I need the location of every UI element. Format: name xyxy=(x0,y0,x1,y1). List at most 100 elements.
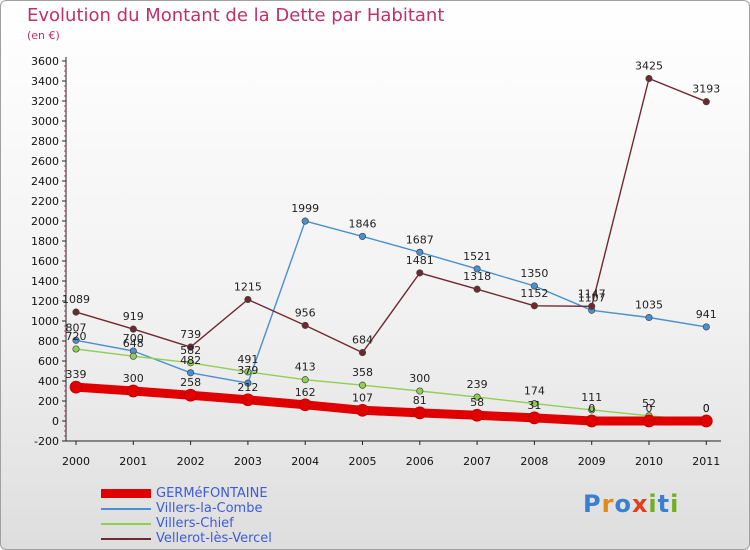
data-point xyxy=(585,414,599,428)
data-label: 1089 xyxy=(62,293,90,306)
x-tick-label: 2011 xyxy=(692,455,720,468)
data-label: 239 xyxy=(467,378,488,391)
legend-label: Villers-Chief xyxy=(156,516,234,531)
data-point xyxy=(187,359,195,367)
data-point xyxy=(129,352,137,360)
y-tick-label: 3200 xyxy=(31,95,59,108)
data-point xyxy=(187,343,195,351)
data-label: 956 xyxy=(295,306,316,319)
data-label: 1846 xyxy=(349,217,377,230)
data-label: 1999 xyxy=(291,202,319,215)
data-point xyxy=(470,408,484,422)
series-line xyxy=(75,220,707,384)
data-label: 1152 xyxy=(520,287,548,300)
data-point xyxy=(356,403,369,417)
data-point xyxy=(358,381,367,389)
data-label: 300 xyxy=(409,372,430,385)
chart-legend: GERMéFONTAINE Villers-la-Combe Villers-Chi… xyxy=(101,486,272,546)
data-point xyxy=(126,384,140,398)
data-label: 0 xyxy=(646,402,653,415)
data-point xyxy=(413,406,427,420)
data-point xyxy=(588,406,596,414)
data-label: 700 xyxy=(123,332,144,345)
data-point xyxy=(69,380,83,394)
legend-label: Vellerot-lès-Vercel xyxy=(156,531,272,546)
y-tick-label: 400 xyxy=(38,375,59,388)
data-point xyxy=(301,217,309,225)
data-point xyxy=(358,349,367,357)
data-label: 258 xyxy=(180,376,201,389)
legend-label: GERMéFONTAINE xyxy=(156,486,268,501)
y-tick-label: 2800 xyxy=(31,135,59,148)
data-point xyxy=(699,414,713,428)
chart-title: Evolution du Montant de la Dette par Hab… xyxy=(27,5,445,26)
series-line xyxy=(71,382,711,426)
data-label: 300 xyxy=(123,372,144,385)
data-label: 1350 xyxy=(520,267,548,280)
y-tick-label: 1800 xyxy=(31,235,59,248)
data-point xyxy=(301,321,309,329)
legend-swatch xyxy=(101,489,151,498)
data-label: 413 xyxy=(295,361,316,374)
legend-item: Villers-Chief xyxy=(101,516,272,531)
y-tick-label: 3400 xyxy=(31,75,59,88)
data-point xyxy=(530,282,538,290)
data-label: 648 xyxy=(123,337,144,350)
data-point xyxy=(184,388,197,402)
data-point xyxy=(528,411,541,425)
legend-swatch xyxy=(101,507,151,510)
data-label: 919 xyxy=(123,310,144,323)
x-tick-label: 2005 xyxy=(349,455,377,468)
data-label: 379 xyxy=(237,364,258,377)
data-point xyxy=(129,325,137,333)
data-point xyxy=(645,74,653,83)
x-tick-label: 2009 xyxy=(578,455,606,468)
data-point xyxy=(72,345,80,353)
y-tick-label: 1600 xyxy=(31,255,59,268)
data-label: 174 xyxy=(524,385,545,398)
data-point xyxy=(530,302,538,310)
data-label: 1521 xyxy=(463,250,491,263)
data-point xyxy=(72,336,80,344)
data-point xyxy=(72,308,80,316)
data-label: 941 xyxy=(696,308,717,321)
legend-item: GERMéFONTAINE xyxy=(101,486,272,501)
y-tick-label: 2400 xyxy=(31,175,59,188)
data-label: 482 xyxy=(180,354,201,367)
legend-item: Vellerot-lès-Vercel xyxy=(101,531,272,546)
data-label: 0 xyxy=(703,402,710,415)
data-label: 81 xyxy=(413,394,427,407)
y-tick-label: 2000 xyxy=(31,215,59,228)
x-tick-label: 2004 xyxy=(291,455,319,468)
data-label: 358 xyxy=(352,366,373,379)
y-tick-label: 200 xyxy=(38,395,59,408)
data-label: 1035 xyxy=(635,299,663,312)
data-label: 1687 xyxy=(406,233,434,246)
data-point xyxy=(645,313,653,322)
data-point xyxy=(241,393,255,407)
data-point xyxy=(298,398,312,412)
data-point xyxy=(244,379,252,387)
data-point xyxy=(702,323,710,331)
data-point xyxy=(530,400,538,408)
data-label: 0 xyxy=(588,402,595,415)
data-label: 1215 xyxy=(234,281,262,294)
legend-label: Villers-la-Combe xyxy=(156,501,263,516)
y-tick-label: 1200 xyxy=(31,295,59,308)
x-tick-label: 2007 xyxy=(463,455,491,468)
data-point xyxy=(473,285,481,293)
data-label: 162 xyxy=(295,386,316,399)
x-tick-label: 2008 xyxy=(520,455,548,468)
data-point xyxy=(642,414,656,428)
legend-item: Villers-la-Combe xyxy=(101,501,272,516)
y-tick-label: 800 xyxy=(38,335,59,348)
data-label: 107 xyxy=(352,391,373,404)
series-line xyxy=(75,77,707,354)
data-label: 31 xyxy=(527,399,541,412)
data-point xyxy=(473,265,481,273)
series-line xyxy=(75,348,707,422)
data-label: 720 xyxy=(66,330,87,343)
data-label: 684 xyxy=(352,334,373,347)
legend-swatch xyxy=(101,537,151,540)
data-point xyxy=(416,248,424,256)
